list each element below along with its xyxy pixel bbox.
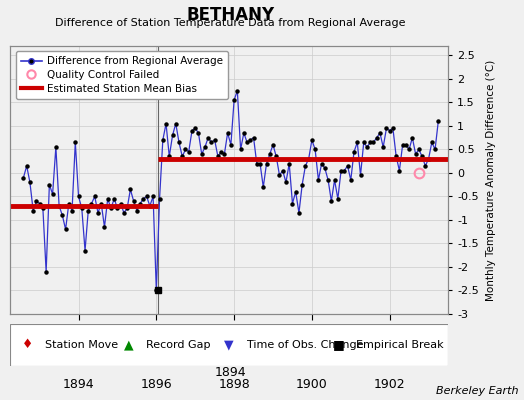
Text: Time of Obs. Change: Time of Obs. Change [247,340,363,350]
Text: 1894: 1894 [215,366,246,379]
Text: ♦: ♦ [23,338,34,352]
Text: BETHANY: BETHANY [187,6,275,24]
Text: 1902: 1902 [374,378,406,391]
FancyBboxPatch shape [10,324,448,366]
Legend: Difference from Regional Average, Quality Control Failed, Estimated Station Mean: Difference from Regional Average, Qualit… [16,51,228,99]
Text: Difference of Station Temperature Data from Regional Average: Difference of Station Temperature Data f… [56,18,406,28]
Text: ■: ■ [333,338,344,352]
Text: Record Gap: Record Gap [146,340,211,350]
Y-axis label: Monthly Temperature Anomaly Difference (°C): Monthly Temperature Anomaly Difference (… [486,59,496,301]
Text: 1894: 1894 [63,378,94,391]
Text: 1896: 1896 [140,378,172,391]
Text: ▼: ▼ [224,338,234,352]
Text: ▲: ▲ [124,338,134,352]
Text: Berkeley Earth: Berkeley Earth [436,386,519,396]
Text: 1900: 1900 [296,378,328,391]
Text: Station Move: Station Move [46,340,118,350]
Text: Empirical Break: Empirical Break [356,340,444,350]
Text: 1898: 1898 [218,378,250,391]
